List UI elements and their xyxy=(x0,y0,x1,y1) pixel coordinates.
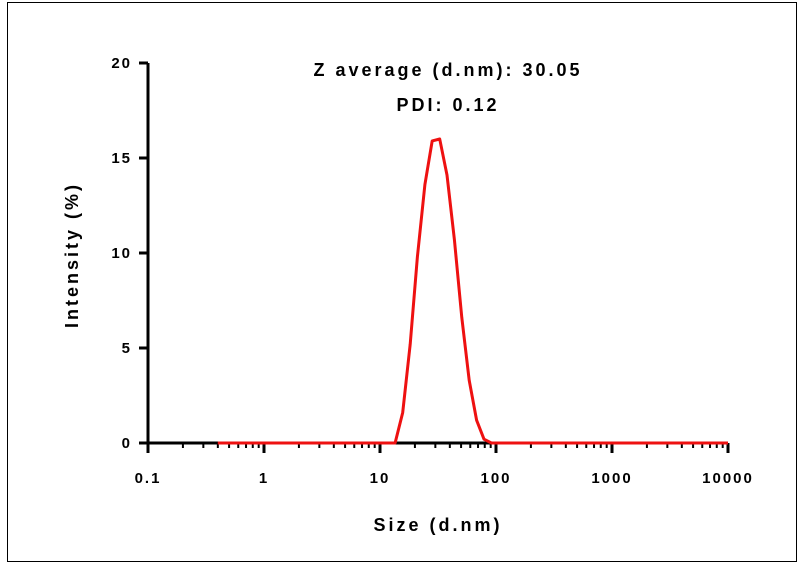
series-line-0 xyxy=(217,137,728,445)
y-tick-label-20: 20 xyxy=(111,55,132,72)
plot-area xyxy=(217,137,728,445)
z-average-annotation: Z average (d.nm): 30.05 xyxy=(313,60,582,80)
axes xyxy=(146,63,728,445)
ticks xyxy=(139,61,730,453)
x-tick-label-1: 1 xyxy=(259,470,269,487)
x-tick-label-1000: 1000 xyxy=(591,470,632,487)
y-tick-label-10: 10 xyxy=(111,245,132,262)
x-tick-label-100: 100 xyxy=(480,470,511,487)
chart-svg: 0 5 10 15 20 0.1 1 10 100 1000 10000 Z average (d.… xyxy=(62,55,754,535)
chart-figure: 0 5 10 15 20 0.1 1 10 100 1000 10000 Z average (d.… xyxy=(7,2,797,562)
x-tick-label-10: 10 xyxy=(370,470,391,487)
y-tick-label-5: 5 xyxy=(122,340,132,357)
y-tick-label-15: 15 xyxy=(111,150,132,167)
y-tick-label-0: 0 xyxy=(122,435,132,452)
x-axis-title: Size (d.nm) xyxy=(373,515,502,535)
x-tick-label-10000: 10000 xyxy=(702,470,754,487)
x-tick-label-0.1: 0.1 xyxy=(135,470,162,487)
y-axis-title: Intensity (%) xyxy=(62,182,82,328)
pdi-annotation: PDI: 0.12 xyxy=(396,95,499,115)
tick-labels: 0 5 10 15 20 0.1 1 10 100 1000 10000 xyxy=(111,55,754,487)
